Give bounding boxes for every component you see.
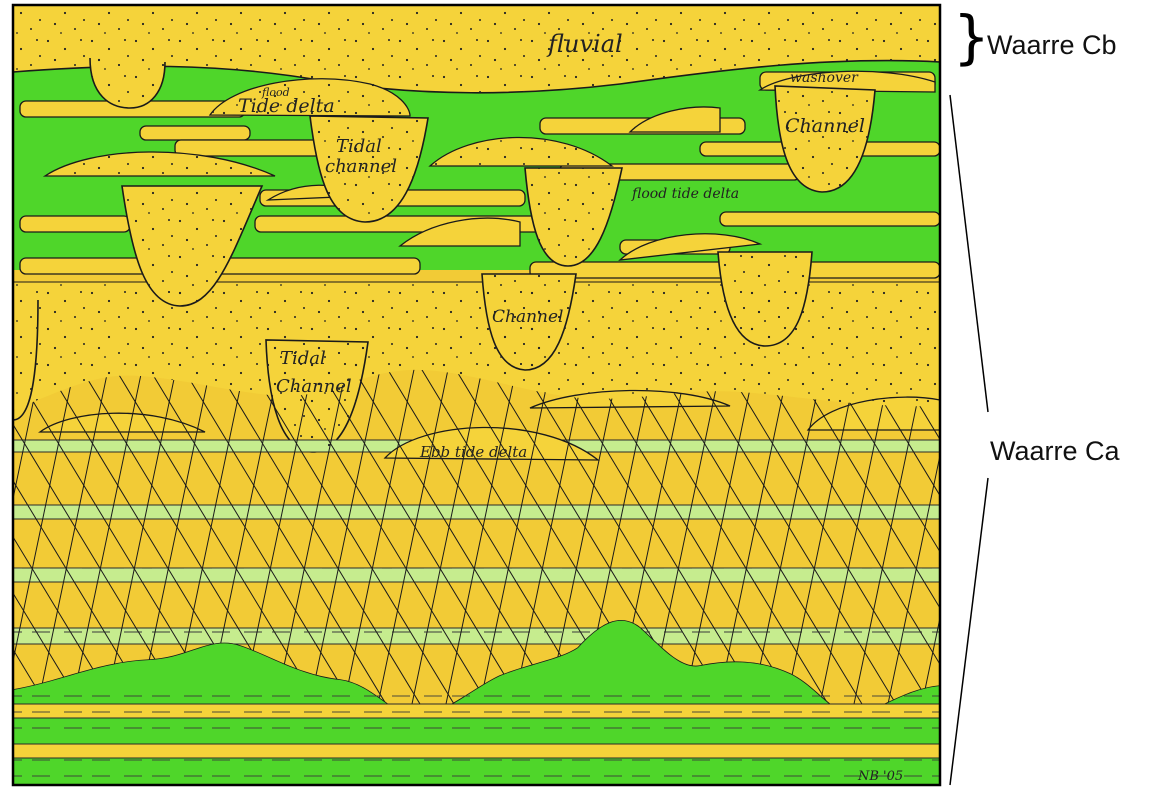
label-channel-top-right: Channel: [785, 115, 865, 137]
bracket-line-top: [949, 94, 989, 413]
unit-label-upper: Waarre Cb: [987, 30, 1117, 60]
panel-border: [11, 3, 942, 787]
unit-label-lower: Waarre Ca: [990, 436, 1121, 466]
label-flood-tide-delta-right: flood tide delta: [631, 186, 739, 202]
label-flood: flood: [261, 86, 290, 99]
cross-hatch: [13, 369, 940, 785]
label-tidal-lower-1: Tidal: [280, 348, 326, 369]
label-fluvial: fluvial: [546, 30, 623, 58]
label-channel-mid: Channel: [492, 307, 564, 327]
label-washover: washover: [790, 70, 859, 86]
label-tidal-upper-1: Tidal: [336, 136, 382, 157]
brace-icon: }: [953, 3, 990, 71]
signature: NB '05: [857, 769, 903, 784]
label-tidal-lower-2: Channel: [276, 376, 352, 397]
label-ebb-tide-delta: Ebb tide delta: [419, 443, 527, 461]
bracket-line-bottom: [949, 477, 989, 786]
label-tide-delta-upper: Tide delta: [238, 95, 335, 117]
label-tidal-upper-2: channel: [325, 156, 397, 177]
